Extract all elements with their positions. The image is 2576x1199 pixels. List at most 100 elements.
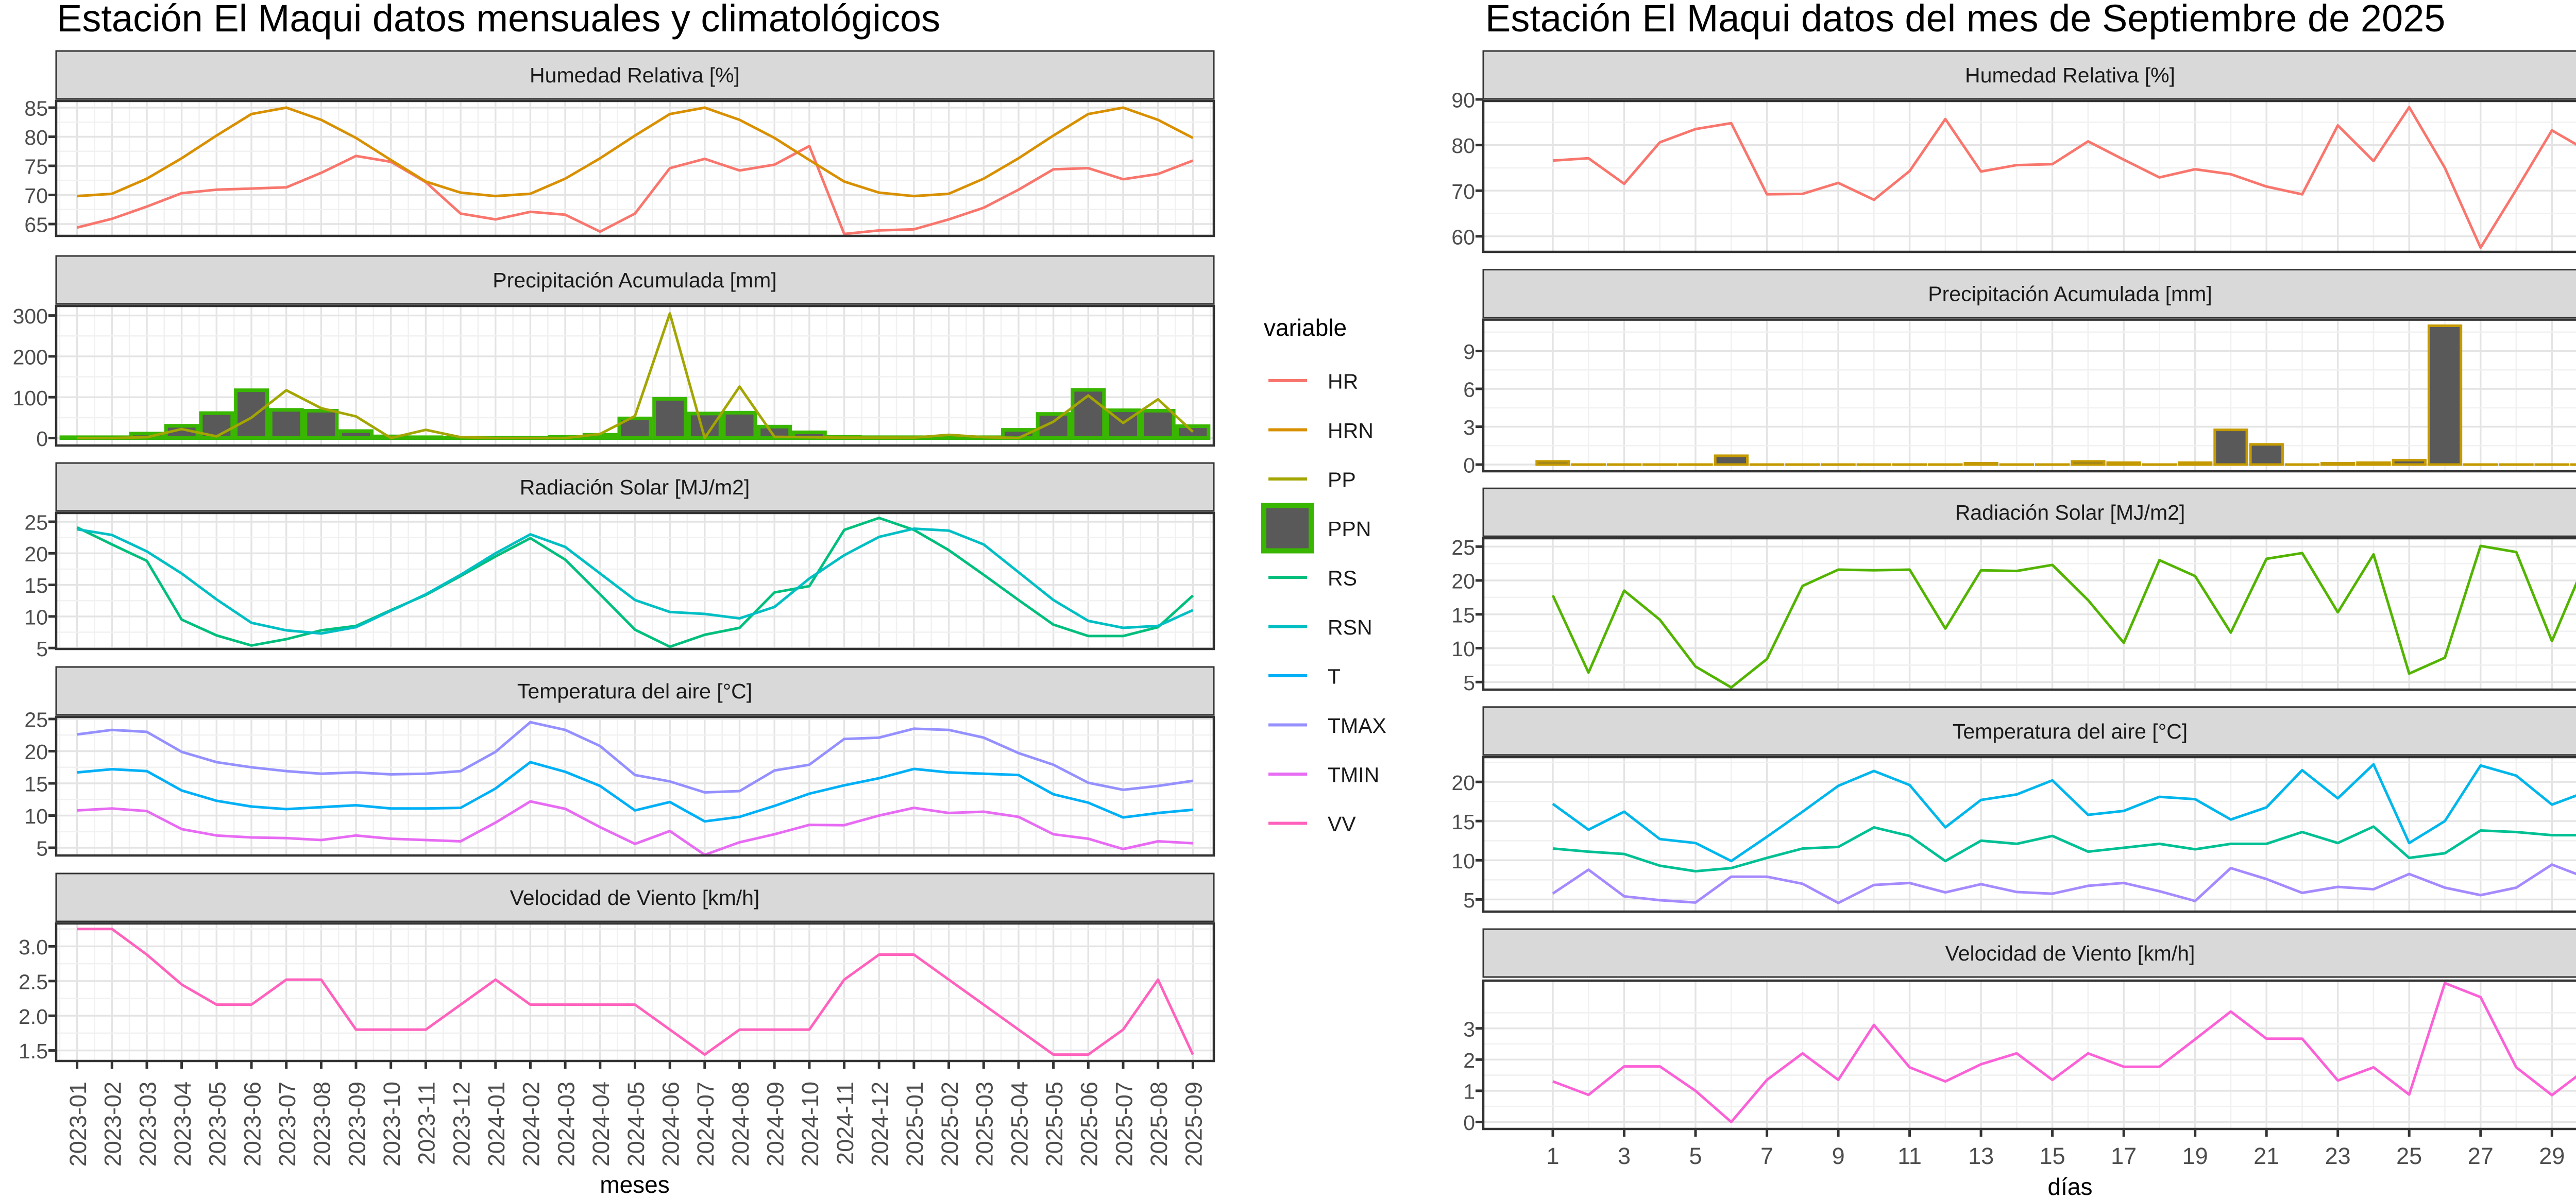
svg-text:2024-01: 2024-01 bbox=[483, 1082, 510, 1167]
svg-text:13: 13 bbox=[1968, 1143, 1994, 1169]
svg-text:6: 6 bbox=[1463, 378, 1475, 402]
svg-text:23: 23 bbox=[2325, 1143, 2351, 1169]
svg-text:15: 15 bbox=[24, 773, 48, 796]
svg-text:3.0: 3.0 bbox=[19, 935, 48, 959]
svg-text:Estación El Maqui datos del me: Estación El Maqui datos del mes de Septi… bbox=[1485, 0, 2445, 40]
svg-text:2025-02: 2025-02 bbox=[937, 1082, 963, 1167]
svg-text:20: 20 bbox=[24, 542, 48, 566]
svg-text:2024-12: 2024-12 bbox=[867, 1082, 893, 1167]
svg-text:Temperatura del aire [°C]: Temperatura del aire [°C] bbox=[1953, 720, 2188, 743]
svg-text:2023-07: 2023-07 bbox=[274, 1082, 300, 1167]
svg-text:70: 70 bbox=[24, 184, 48, 208]
svg-text:2024-05: 2024-05 bbox=[623, 1082, 649, 1167]
svg-text:10: 10 bbox=[1451, 849, 1475, 873]
svg-text:2023-06: 2023-06 bbox=[239, 1082, 265, 1167]
svg-text:0: 0 bbox=[36, 427, 48, 451]
svg-text:2025-09: 2025-09 bbox=[1181, 1082, 1207, 1167]
svg-text:2023-02: 2023-02 bbox=[100, 1082, 126, 1167]
svg-text:TMIN: TMIN bbox=[1328, 763, 1379, 787]
svg-text:90: 90 bbox=[1451, 89, 1475, 112]
svg-text:Velocidad de Viento [km/h]: Velocidad de Viento [km/h] bbox=[1945, 941, 2195, 965]
svg-text:5: 5 bbox=[1463, 671, 1475, 695]
svg-text:2025-06: 2025-06 bbox=[1076, 1082, 1103, 1167]
svg-text:2023-08: 2023-08 bbox=[309, 1082, 335, 1167]
svg-text:2025-03: 2025-03 bbox=[972, 1082, 998, 1167]
svg-text:Humedad Relativa [%]: Humedad Relativa [%] bbox=[530, 63, 740, 87]
svg-text:5: 5 bbox=[1463, 888, 1475, 912]
svg-text:9: 9 bbox=[1463, 340, 1475, 364]
svg-text:RSN: RSN bbox=[1328, 615, 1372, 639]
svg-text:2023-03: 2023-03 bbox=[134, 1082, 161, 1167]
svg-text:0: 0 bbox=[1463, 1111, 1475, 1135]
svg-text:25: 25 bbox=[24, 708, 48, 732]
svg-text:15: 15 bbox=[1451, 603, 1475, 627]
svg-text:Temperatura del aire [°C]: Temperatura del aire [°C] bbox=[517, 679, 752, 703]
svg-text:20: 20 bbox=[1451, 570, 1475, 593]
svg-text:100: 100 bbox=[13, 386, 48, 410]
svg-text:2023-01: 2023-01 bbox=[65, 1082, 91, 1167]
svg-text:75: 75 bbox=[24, 155, 48, 179]
svg-text:Precipitación Acumulada [mm]: Precipitación Acumulada [mm] bbox=[493, 268, 776, 292]
svg-text:80: 80 bbox=[1451, 134, 1475, 158]
svg-text:RS: RS bbox=[1328, 567, 1357, 590]
svg-text:2023-04: 2023-04 bbox=[170, 1082, 196, 1167]
svg-text:PP: PP bbox=[1328, 468, 1356, 492]
svg-text:2024-02: 2024-02 bbox=[518, 1082, 545, 1167]
svg-text:3: 3 bbox=[1618, 1143, 1631, 1169]
svg-text:2023-11: 2023-11 bbox=[414, 1082, 440, 1165]
svg-text:2025-01: 2025-01 bbox=[902, 1082, 928, 1167]
svg-text:2024-06: 2024-06 bbox=[658, 1082, 684, 1167]
svg-text:2.5: 2.5 bbox=[19, 970, 48, 994]
svg-text:Radiación Solar [MJ/m2]: Radiación Solar [MJ/m2] bbox=[1955, 501, 2185, 524]
svg-text:60: 60 bbox=[1451, 225, 1475, 249]
svg-text:5: 5 bbox=[36, 637, 48, 661]
svg-text:2024-10: 2024-10 bbox=[797, 1082, 823, 1167]
svg-text:200: 200 bbox=[13, 346, 48, 369]
svg-text:TMAX: TMAX bbox=[1328, 714, 1386, 738]
svg-text:Velocidad de Viento [km/h]: Velocidad de Viento [km/h] bbox=[510, 886, 760, 910]
svg-text:Estación El Maqui datos mensua: Estación El Maqui datos mensuales y clim… bbox=[57, 0, 940, 40]
svg-text:Precipitación Acumulada [mm]: Precipitación Acumulada [mm] bbox=[1928, 282, 2212, 306]
svg-text:2024-07: 2024-07 bbox=[692, 1082, 719, 1167]
svg-text:variable: variable bbox=[1264, 314, 1347, 341]
svg-text:0: 0 bbox=[1463, 454, 1475, 477]
svg-text:3: 3 bbox=[1463, 1017, 1475, 1041]
svg-text:9: 9 bbox=[1832, 1143, 1845, 1169]
svg-text:25: 25 bbox=[1451, 536, 1475, 559]
svg-text:7: 7 bbox=[1760, 1143, 1773, 1169]
svg-text:PPN: PPN bbox=[1328, 517, 1371, 541]
svg-text:3: 3 bbox=[1463, 416, 1475, 439]
svg-text:15: 15 bbox=[1451, 810, 1475, 834]
svg-text:Humedad Relativa [%]: Humedad Relativa [%] bbox=[1965, 63, 2175, 87]
svg-text:70: 70 bbox=[1451, 180, 1475, 203]
svg-text:2024-09: 2024-09 bbox=[762, 1082, 789, 1167]
svg-text:10: 10 bbox=[24, 804, 48, 828]
svg-text:1.5: 1.5 bbox=[19, 1039, 48, 1063]
svg-text:2023-05: 2023-05 bbox=[205, 1082, 231, 1167]
svg-text:2023-12: 2023-12 bbox=[448, 1082, 474, 1167]
svg-text:2024-04: 2024-04 bbox=[588, 1082, 614, 1167]
svg-text:HRN: HRN bbox=[1328, 419, 1374, 442]
svg-text:VV: VV bbox=[1328, 812, 1356, 836]
svg-text:15: 15 bbox=[2040, 1143, 2065, 1169]
svg-text:2025-08: 2025-08 bbox=[1146, 1082, 1172, 1167]
svg-text:19: 19 bbox=[2182, 1143, 2208, 1169]
svg-text:15: 15 bbox=[24, 574, 48, 597]
svg-text:20: 20 bbox=[24, 740, 48, 764]
svg-text:27: 27 bbox=[2468, 1143, 2494, 1169]
svg-text:17: 17 bbox=[2111, 1143, 2137, 1169]
svg-text:T: T bbox=[1328, 665, 1341, 689]
svg-text:5: 5 bbox=[1689, 1143, 1702, 1169]
svg-text:10: 10 bbox=[24, 606, 48, 629]
svg-text:2025-05: 2025-05 bbox=[1041, 1082, 1067, 1167]
svg-text:21: 21 bbox=[2253, 1143, 2279, 1169]
svg-text:2024-11: 2024-11 bbox=[832, 1082, 858, 1165]
svg-text:días: días bbox=[2048, 1173, 2093, 1199]
svg-text:2023-09: 2023-09 bbox=[344, 1082, 370, 1167]
svg-text:1: 1 bbox=[1463, 1080, 1475, 1104]
svg-text:HR: HR bbox=[1328, 370, 1358, 393]
svg-text:25: 25 bbox=[2396, 1143, 2422, 1169]
svg-text:20: 20 bbox=[1451, 771, 1475, 795]
svg-text:2: 2 bbox=[1463, 1049, 1475, 1072]
svg-text:65: 65 bbox=[24, 213, 48, 237]
